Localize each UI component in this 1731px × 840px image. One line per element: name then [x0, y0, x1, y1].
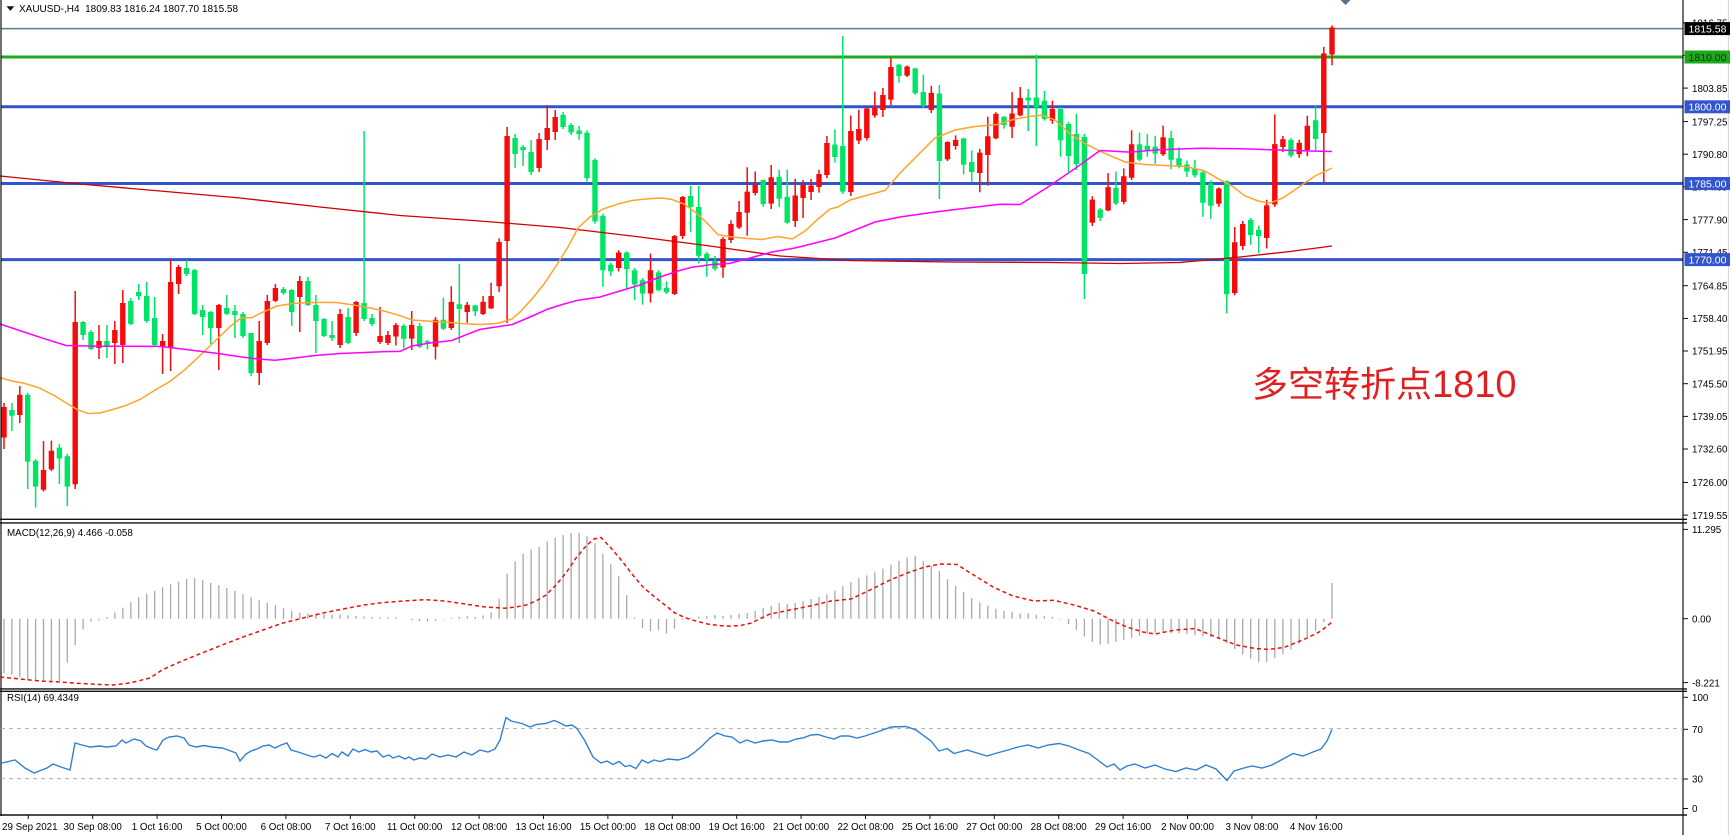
svg-text:1 Oct 16:00: 1 Oct 16:00	[132, 822, 183, 833]
svg-text:15 Oct 00:00: 15 Oct 00:00	[580, 822, 637, 833]
svg-text:19 Oct 16:00: 19 Oct 16:00	[709, 822, 766, 833]
svg-text:1815.58: 1815.58	[1689, 23, 1727, 35]
svg-text:1803.85: 1803.85	[1692, 84, 1728, 95]
svg-text:1764.85: 1764.85	[1692, 281, 1728, 292]
svg-text:1800.00: 1800.00	[1689, 102, 1727, 114]
svg-text:1777.90: 1777.90	[1692, 215, 1728, 226]
svg-text:MACD(12,26,9) 4.466 -0.058: MACD(12,26,9) 4.466 -0.058	[7, 528, 133, 539]
svg-text:21 Oct 00:00: 21 Oct 00:00	[773, 822, 830, 833]
svg-text:0.00: 0.00	[1692, 614, 1712, 625]
svg-text:3 Nov 08:00: 3 Nov 08:00	[1225, 822, 1278, 833]
svg-text:30: 30	[1692, 775, 1703, 786]
svg-text:12 Oct 08:00: 12 Oct 08:00	[451, 822, 508, 833]
svg-text:11 Oct 00:00: 11 Oct 00:00	[387, 822, 443, 833]
svg-text:1726.00: 1726.00	[1692, 478, 1728, 489]
svg-text:1739.05: 1739.05	[1692, 412, 1728, 423]
svg-text:1797.25: 1797.25	[1692, 117, 1728, 128]
svg-text:29 Oct 16:00: 29 Oct 16:00	[1095, 822, 1152, 833]
svg-text:29 Sep 2021: 29 Sep 2021	[2, 822, 58, 833]
svg-text:25 Oct 16:00: 25 Oct 16:00	[902, 822, 959, 833]
svg-text:XAUUSD-,H4 1809.83 1816.24 18: XAUUSD-,H4 1809.83 1816.24 1807.70 1815.…	[19, 4, 238, 15]
svg-text:0: 0	[1692, 804, 1698, 815]
svg-text:1758.40: 1758.40	[1692, 314, 1728, 325]
svg-text:1810.00: 1810.00	[1689, 52, 1727, 64]
svg-text:18 Oct 08:00: 18 Oct 08:00	[644, 822, 701, 833]
svg-text:27 Oct 00:00: 27 Oct 00:00	[966, 822, 1023, 833]
svg-text:13 Oct 16:00: 13 Oct 16:00	[515, 822, 572, 833]
svg-text:11.295: 11.295	[1692, 525, 1722, 536]
svg-text:1732.60: 1732.60	[1692, 445, 1728, 456]
svg-text:1785.00: 1785.00	[1689, 178, 1727, 190]
svg-text:4 Nov 16:00: 4 Nov 16:00	[1290, 822, 1343, 833]
svg-text:1790.80: 1790.80	[1692, 150, 1728, 161]
svg-text:7 Oct 16:00: 7 Oct 16:00	[325, 822, 376, 833]
svg-text:6 Oct 08:00: 6 Oct 08:00	[261, 822, 312, 833]
svg-text:5 Oct 00:00: 5 Oct 00:00	[196, 822, 247, 833]
svg-text:1770.00: 1770.00	[1689, 254, 1727, 266]
svg-text:1810: 1810	[1432, 364, 1517, 406]
svg-text:30 Sep 08:00: 30 Sep 08:00	[64, 822, 123, 833]
svg-text:2 Nov 00:00: 2 Nov 00:00	[1161, 822, 1214, 833]
svg-text:28 Oct 08:00: 28 Oct 08:00	[1031, 822, 1088, 833]
svg-text:22 Oct 08:00: 22 Oct 08:00	[837, 822, 894, 833]
svg-text:1751.95: 1751.95	[1692, 347, 1728, 358]
svg-text:100: 100	[1692, 693, 1709, 704]
svg-text:-8.221: -8.221	[1692, 678, 1720, 689]
svg-text:1745.50: 1745.50	[1692, 379, 1728, 390]
svg-text:70: 70	[1692, 725, 1703, 736]
svg-text:1719.55: 1719.55	[1692, 511, 1728, 522]
svg-text:RSI(14) 69.4349: RSI(14) 69.4349	[7, 693, 79, 704]
